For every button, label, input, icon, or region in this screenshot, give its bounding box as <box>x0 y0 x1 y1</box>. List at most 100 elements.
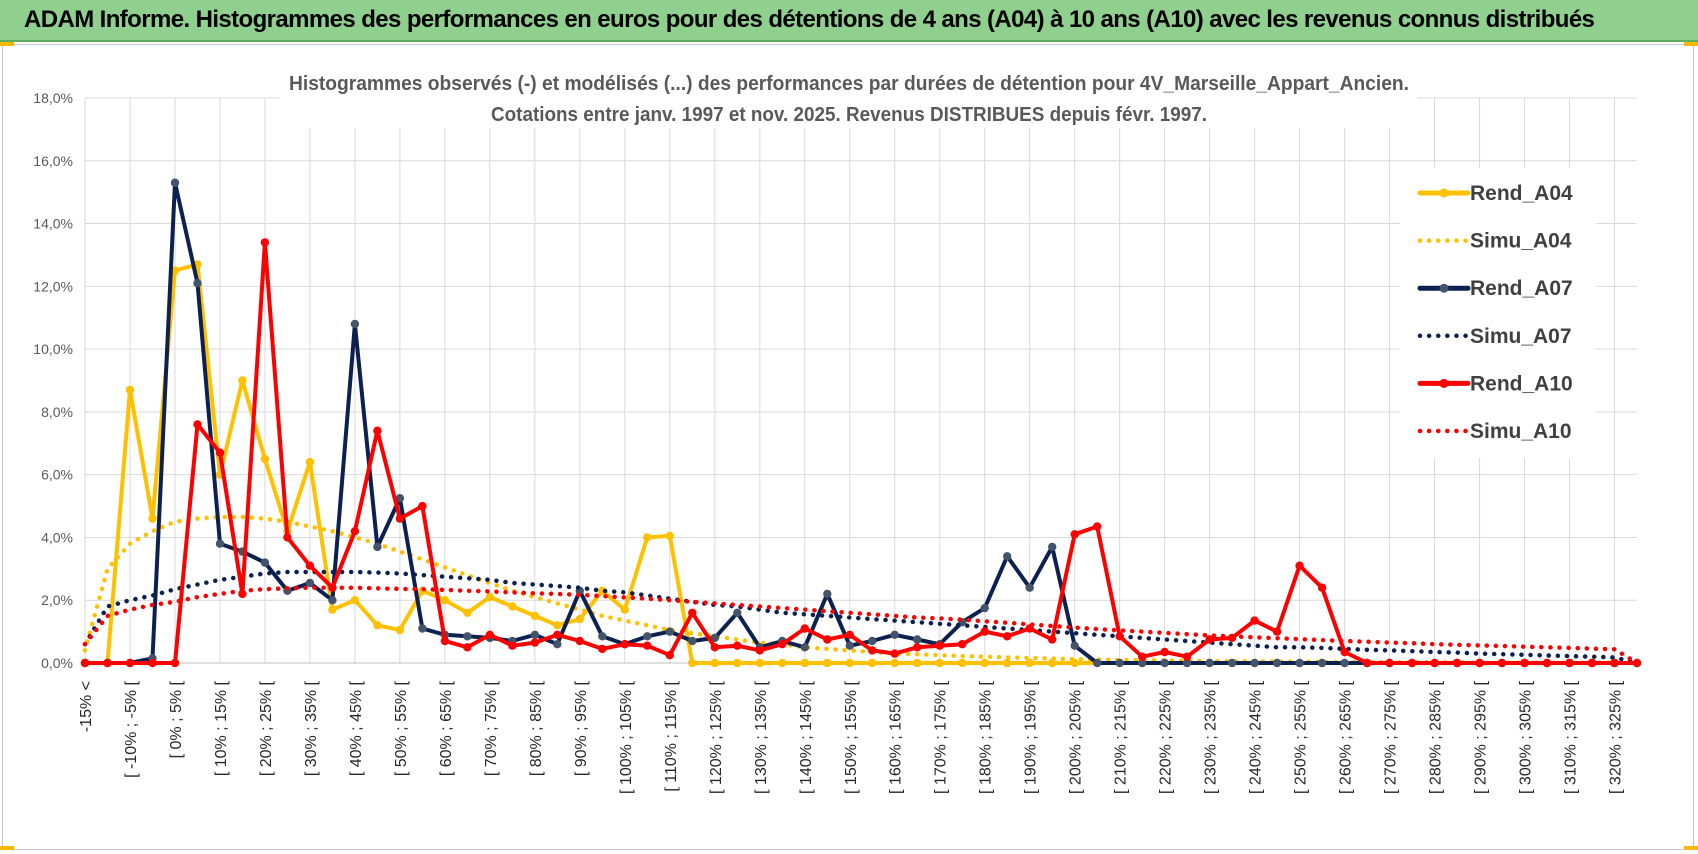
y-tick-label: 12,0% <box>33 278 73 294</box>
data-point-rend-a10 <box>1115 632 1124 641</box>
data-point-rend-a07 <box>643 632 652 641</box>
data-point-rend-a10 <box>620 640 629 649</box>
x-tick-label: [ 260% ; 265% [ <box>1338 680 1355 794</box>
data-point-rend-a10 <box>508 641 517 650</box>
data-point-rend-a07 <box>710 633 719 643</box>
y-tick-label: 0,0% <box>41 655 73 671</box>
data-point-rend-a10 <box>1340 647 1349 657</box>
data-point-rend-a07 <box>845 641 854 650</box>
data-point-rend-a10 <box>913 643 922 652</box>
data-point-rend-a04 <box>643 533 652 542</box>
x-tick-label: [ 70% ; 75% [ <box>483 680 500 776</box>
data-point-rend-a07 <box>1227 658 1237 668</box>
data-point-rend-a07 <box>305 578 315 588</box>
data-point-rend-a04 <box>800 658 809 668</box>
data-point-rend-a07 <box>260 558 270 567</box>
legend-label-simu-a04: Simu_A04 <box>1470 230 1572 253</box>
data-point-rend-a10 <box>1385 658 1394 668</box>
x-tick-label: [ 0% ; 5% [ <box>168 680 185 758</box>
data-point-rend-a07 <box>350 319 360 329</box>
data-point-rend-a04 <box>935 658 944 668</box>
data-point-rend-a07 <box>530 630 540 639</box>
data-point-rend-a07 <box>688 636 697 646</box>
data-point-rend-a07 <box>193 279 202 288</box>
data-point-rend-a10 <box>1138 652 1147 661</box>
y-tick-label: 8,0% <box>41 404 73 420</box>
x-tick-label: [ 90% ; 95% [ <box>573 680 590 776</box>
x-tick-label: [ 300% ; 305% [ <box>1518 680 1535 794</box>
data-point-rend-a04 <box>1003 658 1012 668</box>
x-tick-label: [ 250% ; 255% [ <box>1293 680 1310 794</box>
data-point-rend-a04 <box>688 658 697 668</box>
data-point-rend-a10 <box>778 640 787 649</box>
data-point-rend-a10 <box>418 501 427 511</box>
data-point-rend-a10 <box>1250 616 1259 625</box>
x-tick-label: [ 230% ; 235% [ <box>1203 680 1220 794</box>
data-point-rend-a10 <box>823 635 832 644</box>
data-point-rend-a07 <box>800 643 809 652</box>
data-point-rend-a10 <box>890 649 899 658</box>
corner-marker <box>0 42 14 46</box>
data-point-rend-a04 <box>328 605 337 614</box>
x-tick-label: [ 290% ; 295% [ <box>1473 680 1490 794</box>
data-point-rend-a07 <box>1070 641 1079 650</box>
data-point-rend-a07 <box>823 589 832 599</box>
data-point-rend-a04 <box>890 658 899 668</box>
data-point-rend-a07 <box>418 624 427 633</box>
data-point-rend-a04 <box>778 658 787 668</box>
data-point-rend-a10 <box>350 527 360 536</box>
x-tick-label: [ 110% ; 115% [ <box>663 680 680 791</box>
data-point-rend-a10 <box>125 658 135 668</box>
data-point-rend-a04 <box>665 531 674 541</box>
x-tick-label: [ 130% ; 135% [ <box>753 680 770 794</box>
data-point-rend-a07 <box>395 494 405 503</box>
data-point-rend-a10 <box>733 641 742 650</box>
data-point-rend-a10 <box>1407 658 1417 668</box>
series-line-rend-a10 <box>83 240 1639 665</box>
report-title: ADAM Informe. Histogrammes des performan… <box>24 6 1595 33</box>
data-point-rend-a07 <box>598 632 607 641</box>
x-tick-label: [ 320% ; 325% [ <box>1608 680 1625 794</box>
data-point-rend-a04 <box>553 621 562 630</box>
x-tick-label: [ 160% ; 165% [ <box>888 680 905 794</box>
data-point-rend-a04 <box>980 658 989 668</box>
data-point-rend-a10 <box>1317 583 1327 592</box>
data-point-rend-a07 <box>1272 658 1282 668</box>
legend-marker-rend-a07 <box>1439 283 1449 293</box>
legend-label-rend-a04: Rend_A04 <box>1470 182 1573 205</box>
data-point-rend-a04 <box>710 658 719 668</box>
data-point-rend-a10 <box>1362 658 1372 668</box>
legend-marker-rend-a10 <box>1439 378 1449 388</box>
data-point-rend-a04 <box>1025 658 1034 668</box>
data-point-rend-a10 <box>80 658 90 668</box>
data-point-rend-a04 <box>755 658 764 668</box>
data-point-rend-a10 <box>485 630 495 639</box>
x-tick-label: [ 310% ; 315% [ <box>1563 680 1580 794</box>
data-point-rend-a07 <box>373 542 382 552</box>
data-point-rend-a10 <box>598 644 607 654</box>
data-point-rend-a10 <box>463 643 472 652</box>
x-tick-label: [ 50% ; 55% [ <box>393 680 410 776</box>
data-point-rend-a07 <box>980 603 989 613</box>
y-tick-label: 6,0% <box>41 467 73 483</box>
legend-label-rend-a07: Rend_A07 <box>1470 277 1573 300</box>
data-point-rend-a10 <box>553 630 562 639</box>
data-point-rend-a04 <box>463 608 472 617</box>
data-point-rend-a04 <box>868 658 877 668</box>
data-point-rend-a04 <box>575 614 584 624</box>
data-point-rend-a07 <box>733 608 742 617</box>
data-point-rend-a10 <box>1610 658 1619 668</box>
x-tick-label: [ 30% ; 35% [ <box>303 680 320 776</box>
header-bar: ADAM Informe. Histogrammes des performan… <box>0 0 1698 42</box>
data-point-rend-a07 <box>463 632 472 641</box>
chart-subtitle: Cotations entre janv. 1997 et nov. 2025.… <box>491 104 1207 126</box>
y-tick-label: 4,0% <box>41 529 73 545</box>
data-point-rend-a04 <box>373 621 382 630</box>
data-point-rend-a10 <box>1160 647 1169 657</box>
data-point-rend-a10 <box>755 646 764 655</box>
x-tick-label: [ -10% ; -5% [ <box>123 680 140 777</box>
x-tick-label: [ 80% ; 85% [ <box>528 680 545 776</box>
x-tick-label: [ 190% ; 195% [ <box>1023 680 1040 794</box>
x-axis: -15% < [ -10% ; -5% [[ 0% ; 5% [[ 10% ; 1… <box>78 680 1625 794</box>
